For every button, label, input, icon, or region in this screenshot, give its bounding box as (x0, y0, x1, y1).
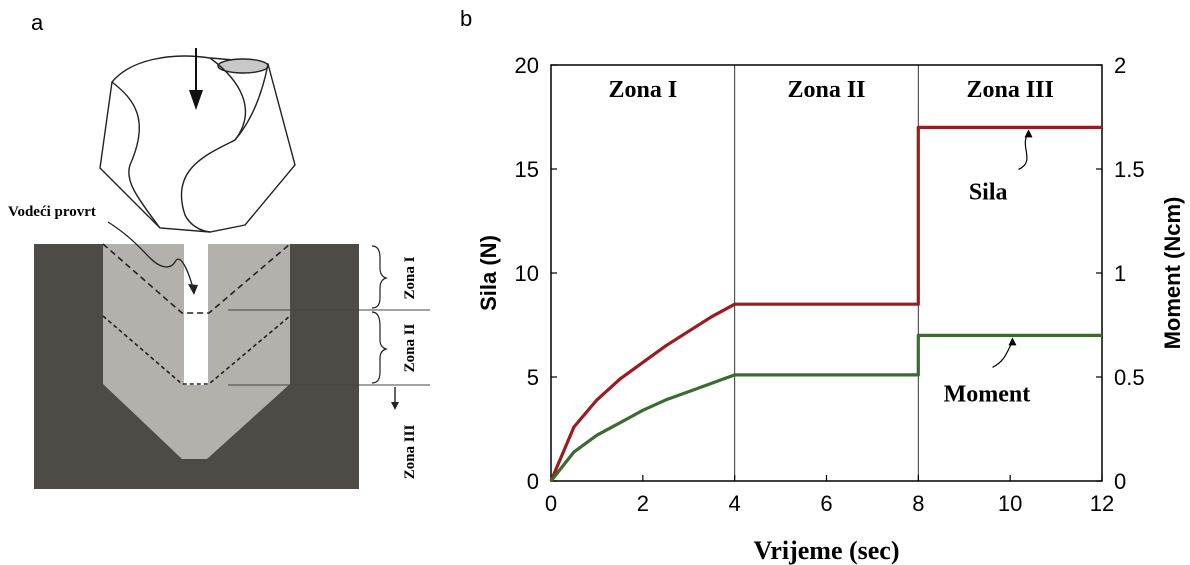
sila-annotation: Sila (969, 179, 1008, 205)
moment-annotation: Moment (944, 381, 1031, 407)
zone-label: Zona III (966, 77, 1053, 103)
panel-a: a Zona I Zona II Zona III Vodeći provrt (8, 10, 430, 489)
x-tick-label: 0 (545, 491, 557, 516)
sila-pointer-head (1024, 129, 1033, 138)
brace-zone-i (371, 245, 388, 309)
x-tick-label: 10 (998, 491, 1022, 516)
y-tick-label: 10 (515, 261, 539, 286)
series-line-sila (549, 125, 1102, 482)
x-axis-title: Vrijeme (sec) (753, 536, 899, 565)
x-tick-label: 2 (637, 491, 649, 516)
x-tick-label: 12 (1090, 491, 1114, 516)
zone-iii-arrowhead (391, 402, 399, 410)
zone-label: Zona II (787, 77, 865, 103)
y2-tick-label: 2 (1114, 53, 1126, 78)
x-tick-label: 6 (820, 491, 832, 516)
x-tick-label: 8 (912, 491, 924, 516)
panel-b-letter: b (460, 6, 472, 31)
y2-tick-label: 0.5 (1114, 365, 1145, 390)
drill-flute-2 (180, 57, 246, 233)
zone-iii-label: Zona III (402, 425, 418, 480)
moment-pointer-head (1008, 337, 1017, 346)
zone-label: Zona I (608, 77, 677, 103)
zone-ii-profile (102, 315, 291, 385)
zone-ii-label: Zona II (402, 323, 418, 372)
feed-arrowhead (189, 90, 203, 110)
zone-i-label: Zona I (402, 256, 418, 299)
drill-body (99, 55, 296, 233)
y2-tick-label: 0 (1114, 469, 1126, 494)
y-tick-label: 0 (527, 469, 539, 494)
guide-hole-pointer (107, 221, 194, 289)
y-tick-label: 5 (527, 365, 539, 390)
series-line-moment (549, 333, 1102, 482)
y-tick-label: 15 (515, 157, 539, 182)
guide-hole (184, 244, 208, 385)
guide-hole-label: Vodeći provrt (8, 204, 96, 220)
drill-flute-1 (111, 81, 161, 229)
guide-hole-pointer-head (188, 284, 198, 295)
drill-bit (99, 55, 296, 233)
y-axis-title: Sila (N) (476, 235, 501, 311)
sila-pointer (1018, 133, 1030, 170)
brace-zone-ii (371, 311, 388, 384)
y2-axis-title: Moment (Ncm) (1160, 197, 1185, 350)
drill-flute-3 (234, 63, 269, 141)
panel-a-letter: a (31, 10, 44, 35)
x-tick-label: 4 (729, 491, 741, 516)
y2-tick-label: 1.5 (1114, 157, 1145, 182)
zone-i-profile (102, 243, 291, 314)
y2-tick-label: 1 (1114, 261, 1126, 286)
y-tick-label: 20 (515, 53, 539, 78)
